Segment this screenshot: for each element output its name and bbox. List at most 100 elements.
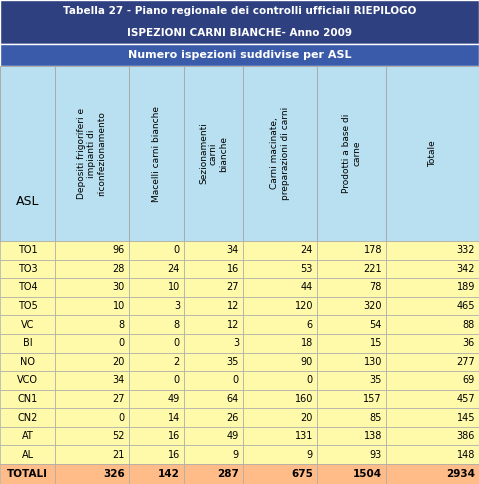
Bar xyxy=(55,316,129,334)
Text: CN2: CN2 xyxy=(17,412,38,423)
Text: 9: 9 xyxy=(233,450,239,460)
Bar xyxy=(129,408,184,427)
Text: 675: 675 xyxy=(291,469,313,479)
Bar xyxy=(55,427,129,445)
Text: TOTALI: TOTALI xyxy=(7,469,48,479)
Text: 142: 142 xyxy=(158,469,180,479)
Bar xyxy=(184,241,243,259)
Bar xyxy=(243,297,317,316)
Text: 16: 16 xyxy=(168,431,180,441)
Bar xyxy=(55,66,129,241)
Bar xyxy=(0,427,55,445)
Bar xyxy=(317,334,386,352)
Text: 9: 9 xyxy=(307,450,313,460)
Text: ASL: ASL xyxy=(16,195,39,208)
Bar xyxy=(0,259,55,278)
Bar xyxy=(55,445,129,464)
Text: 36: 36 xyxy=(463,338,475,348)
Bar xyxy=(55,464,129,484)
Bar xyxy=(317,427,386,445)
Bar xyxy=(386,66,479,241)
Text: 3: 3 xyxy=(174,301,180,311)
Text: 332: 332 xyxy=(456,245,475,255)
Bar xyxy=(317,316,386,334)
Bar xyxy=(386,427,479,445)
Text: 0: 0 xyxy=(119,338,125,348)
Bar xyxy=(129,259,184,278)
Bar xyxy=(0,297,55,316)
Text: Totale: Totale xyxy=(428,140,437,167)
Bar xyxy=(55,259,129,278)
Bar xyxy=(184,445,243,464)
Text: 12: 12 xyxy=(227,301,239,311)
Text: 52: 52 xyxy=(113,431,125,441)
Bar xyxy=(317,352,386,371)
Text: 96: 96 xyxy=(113,245,125,255)
Text: 160: 160 xyxy=(295,394,313,404)
Bar xyxy=(317,408,386,427)
Bar xyxy=(129,241,184,259)
Bar xyxy=(386,259,479,278)
Text: 457: 457 xyxy=(456,394,475,404)
Text: Depositi frigoriferi e
impianti di
riconfezionamento: Depositi frigoriferi e impianti di ricon… xyxy=(78,108,106,199)
Text: 69: 69 xyxy=(463,376,475,385)
Text: 287: 287 xyxy=(217,469,239,479)
Text: 10: 10 xyxy=(113,301,125,311)
Text: 342: 342 xyxy=(456,264,475,274)
Bar xyxy=(243,316,317,334)
Bar xyxy=(184,390,243,408)
Text: 6: 6 xyxy=(307,319,313,330)
Bar xyxy=(0,278,55,297)
Text: 0: 0 xyxy=(307,376,313,385)
Bar xyxy=(386,445,479,464)
Bar xyxy=(0,44,479,66)
Text: 145: 145 xyxy=(456,412,475,423)
Text: 49: 49 xyxy=(168,394,180,404)
Bar xyxy=(386,390,479,408)
Text: 157: 157 xyxy=(364,394,382,404)
Bar xyxy=(129,352,184,371)
Text: 16: 16 xyxy=(227,264,239,274)
Text: ISPEZIONI CARNI BIANCHE- Anno 2009: ISPEZIONI CARNI BIANCHE- Anno 2009 xyxy=(127,29,352,38)
Bar xyxy=(386,352,479,371)
Bar xyxy=(243,241,317,259)
Text: 178: 178 xyxy=(364,245,382,255)
Text: 78: 78 xyxy=(370,283,382,292)
Bar xyxy=(317,278,386,297)
Bar xyxy=(129,464,184,484)
Text: 20: 20 xyxy=(301,412,313,423)
Bar xyxy=(243,259,317,278)
Bar xyxy=(0,241,55,259)
Text: 49: 49 xyxy=(227,431,239,441)
Text: 148: 148 xyxy=(456,450,475,460)
Bar xyxy=(129,427,184,445)
Bar xyxy=(243,408,317,427)
Text: 16: 16 xyxy=(168,450,180,460)
Text: 131: 131 xyxy=(295,431,313,441)
Bar xyxy=(55,408,129,427)
Text: 14: 14 xyxy=(168,412,180,423)
Text: TO4: TO4 xyxy=(18,283,37,292)
Text: AT: AT xyxy=(22,431,34,441)
Bar xyxy=(0,371,55,390)
Bar xyxy=(317,371,386,390)
Bar xyxy=(55,278,129,297)
Text: 138: 138 xyxy=(364,431,382,441)
Bar xyxy=(243,66,317,241)
Bar xyxy=(55,297,129,316)
Text: 20: 20 xyxy=(113,357,125,367)
Text: 27: 27 xyxy=(113,394,125,404)
Text: CN1: CN1 xyxy=(17,394,38,404)
Text: 24: 24 xyxy=(168,264,180,274)
Bar xyxy=(55,390,129,408)
Text: 24: 24 xyxy=(301,245,313,255)
Text: 326: 326 xyxy=(103,469,125,479)
Bar xyxy=(184,464,243,484)
Bar xyxy=(386,241,479,259)
Text: VC: VC xyxy=(21,319,34,330)
Text: 10: 10 xyxy=(168,283,180,292)
Bar xyxy=(184,408,243,427)
Bar xyxy=(0,334,55,352)
Bar xyxy=(317,241,386,259)
Text: 3: 3 xyxy=(233,338,239,348)
